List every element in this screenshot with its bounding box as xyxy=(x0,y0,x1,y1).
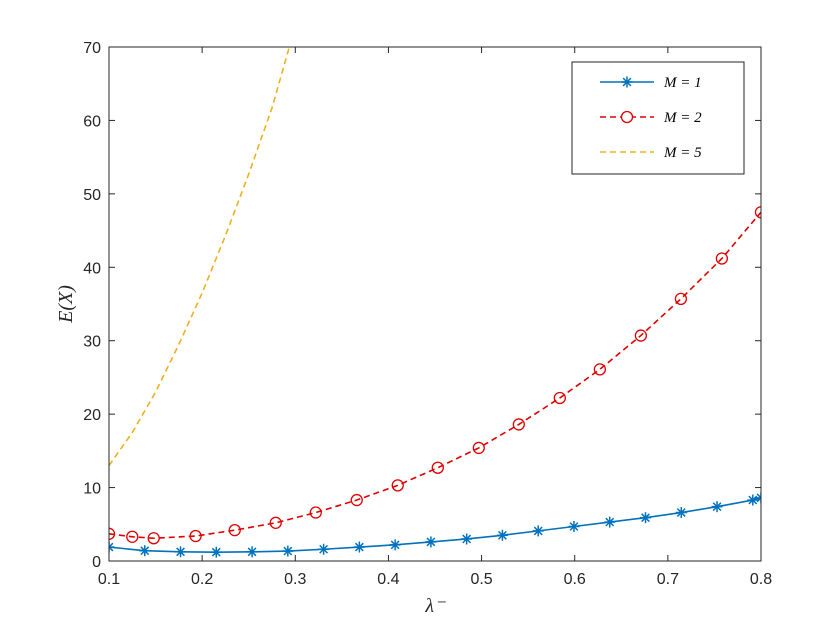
legend-label-1: M = 1 xyxy=(663,75,702,91)
data-point-marker xyxy=(109,541,115,553)
y-tick-label: 70 xyxy=(83,40,101,57)
data-point-marker xyxy=(634,329,647,342)
series-line-1 xyxy=(109,497,761,553)
data-point-marker xyxy=(461,533,473,545)
data-point-marker xyxy=(391,479,404,492)
y-tick-label: 30 xyxy=(83,334,101,351)
data-point-marker xyxy=(431,461,444,474)
data-point-marker xyxy=(269,516,282,529)
data-point-marker xyxy=(674,292,688,306)
data-point-marker xyxy=(754,206,761,219)
axes-frame xyxy=(108,46,762,562)
legend-marker xyxy=(620,110,634,124)
data-point-marker xyxy=(147,532,160,545)
data-point-marker xyxy=(126,530,139,543)
data-point-marker xyxy=(350,493,363,507)
data-point-marker xyxy=(640,512,652,524)
x-tick-label: 0.2 xyxy=(191,571,213,588)
data-point-marker xyxy=(425,536,437,548)
legend-label-3: M = 5 xyxy=(663,145,702,161)
y-tick-label: 20 xyxy=(83,407,101,424)
x-tick-label: 0.4 xyxy=(377,571,399,588)
x-tick-label: 0.5 xyxy=(470,571,492,588)
data-point-marker xyxy=(675,507,687,519)
y-axis-label: E(X) xyxy=(55,285,77,324)
legend-box xyxy=(571,61,745,175)
x-tick-label: 0.3 xyxy=(284,571,306,588)
data-point-marker xyxy=(553,391,566,405)
data-point-marker xyxy=(711,501,723,513)
y-tick-label: 0 xyxy=(92,554,101,571)
data-point-marker xyxy=(139,545,151,557)
x-axis-label: λ⁻ xyxy=(424,595,446,617)
data-point-marker xyxy=(604,516,616,528)
data-point-marker xyxy=(318,543,330,555)
data-point-marker xyxy=(353,541,365,553)
series-layer xyxy=(109,47,761,558)
data-point-marker xyxy=(309,506,322,519)
data-point-marker xyxy=(175,546,187,558)
y-tick-label: 40 xyxy=(83,260,101,277)
data-point-marker xyxy=(228,524,241,537)
data-point-marker xyxy=(210,546,222,558)
series-line-2 xyxy=(109,211,761,540)
data-point-marker xyxy=(747,494,759,506)
data-point-marker xyxy=(532,525,544,537)
data-point-marker xyxy=(282,545,294,557)
y-tick-label: 10 xyxy=(83,481,101,498)
y-tick-label: 60 xyxy=(83,113,101,130)
data-point-marker xyxy=(715,252,729,265)
legend-label-2: M = 2 xyxy=(663,110,702,126)
data-point-marker xyxy=(389,539,401,551)
axes-layer: 0.1 0.2 0.3 0.4 0.5 0.6 0.7 0.8 0 10 20 30 40 50 60 70 xyxy=(83,40,772,588)
x-tick-label: 0.8 xyxy=(750,571,772,588)
data-point-marker xyxy=(755,492,761,504)
data-point-marker xyxy=(593,363,607,376)
data-point-marker xyxy=(496,529,508,541)
data-point-marker xyxy=(472,441,485,455)
data-point-marker xyxy=(189,529,202,543)
series-line-3 xyxy=(109,47,291,467)
data-point-marker xyxy=(109,527,116,540)
x-tick-label: 0.1 xyxy=(98,571,120,588)
legend-marker xyxy=(621,76,633,88)
legend: M = 1 M = 2 M = 5 xyxy=(571,61,745,175)
x-tick-label: 0.6 xyxy=(564,571,586,588)
data-point-marker xyxy=(246,546,258,558)
data-point-marker xyxy=(512,418,525,431)
y-tick-label: 50 xyxy=(83,187,101,204)
x-tick-label: 0.7 xyxy=(657,571,679,588)
data-point-marker xyxy=(568,520,580,532)
